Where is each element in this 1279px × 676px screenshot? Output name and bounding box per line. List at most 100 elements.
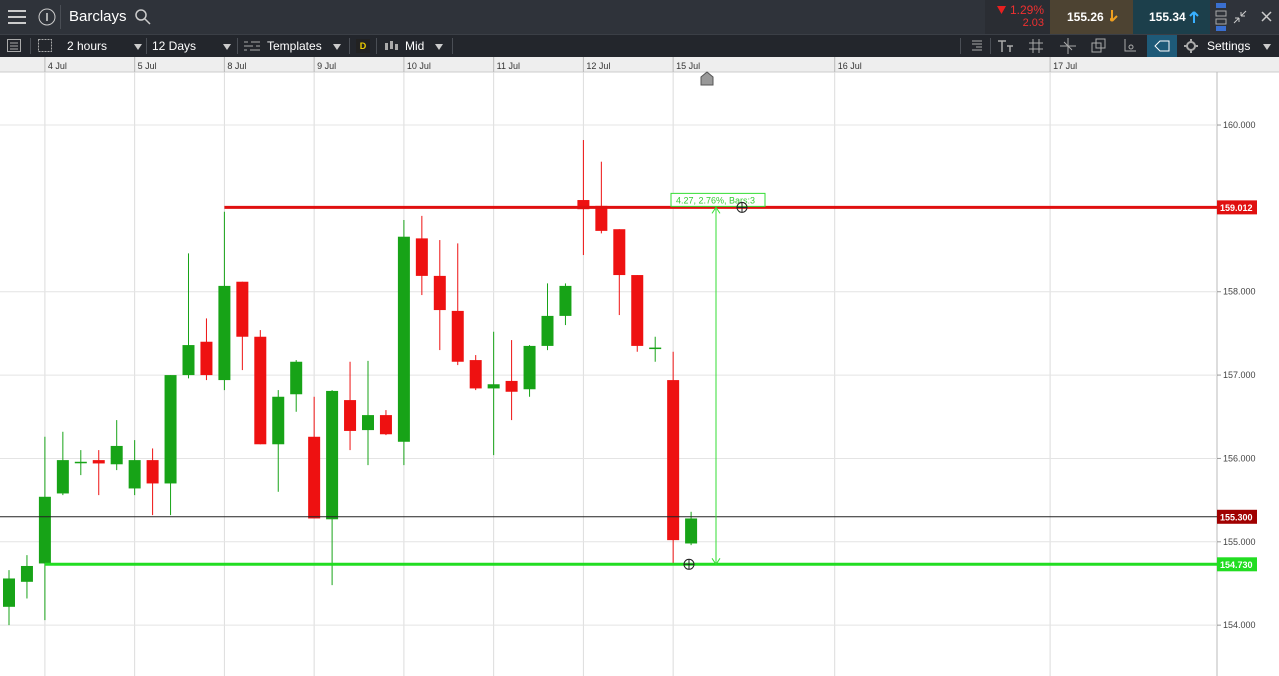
text-tool-icon[interactable] — [997, 39, 1015, 53]
candle-body — [487, 384, 500, 389]
candle-body — [362, 415, 374, 431]
x-tick-label: 9 Jul — [317, 61, 336, 71]
indicator-icon[interactable] — [1122, 38, 1138, 54]
candle-body — [667, 380, 680, 541]
candle-body — [451, 310, 464, 362]
x-tick-label: 8 Jul — [227, 61, 246, 71]
candle-body — [685, 518, 698, 544]
candle-body — [559, 285, 572, 316]
collapse-icon[interactable] — [1233, 10, 1247, 24]
candle-body — [326, 390, 339, 520]
sell-button[interactable]: 155.26 — [1050, 0, 1133, 34]
candle-body — [613, 229, 626, 276]
order-icon[interactable] — [1215, 2, 1227, 32]
templates-icon[interactable] — [244, 40, 260, 52]
candle-body — [308, 436, 321, 519]
x-tick-label: 12 Jul — [586, 61, 610, 71]
price-label-bg — [1217, 200, 1257, 215]
candle-body — [92, 460, 105, 464]
candle-body — [379, 415, 392, 435]
candle-body — [505, 380, 518, 392]
search-icon[interactable] — [135, 9, 151, 25]
candle-body — [541, 315, 554, 346]
time-axis-bg — [0, 57, 1279, 72]
candle-body — [254, 336, 267, 445]
candle-body — [523, 345, 536, 390]
x-tick-label: 5 Jul — [138, 61, 157, 71]
candle-body — [74, 461, 87, 464]
crosshair-icon[interactable] — [1060, 38, 1076, 54]
close-icon[interactable] — [1261, 11, 1272, 22]
candle-body — [56, 460, 69, 494]
grid-icon[interactable] — [1029, 39, 1043, 53]
x-tick-label: 4 Jul — [48, 61, 67, 71]
list-icon[interactable] — [7, 39, 21, 52]
chart-toolbar: 2 hours 12 Days Templates D Mid Settings — [0, 34, 1279, 57]
y-tick-label: 160.000 — [1223, 120, 1256, 130]
y-tick-label: 158.000 — [1223, 287, 1256, 297]
candle-body — [577, 200, 590, 210]
tag-button[interactable] — [1147, 35, 1177, 57]
price-label: 159.012 — [1220, 203, 1253, 213]
sell-price[interactable]: 155.26 — [1067, 10, 1104, 24]
info-icon[interactable] — [38, 8, 56, 26]
top-bar: Barclays 1.29% 2.03 155.26 155.34 — [0, 0, 1279, 34]
price-label: 155.300 — [1220, 512, 1253, 522]
menu-icon[interactable] — [8, 9, 26, 25]
candle-body — [182, 345, 195, 376]
candle-body — [415, 238, 428, 276]
candle-body — [200, 341, 213, 376]
candle-body — [146, 460, 159, 484]
candle-body — [631, 275, 644, 346]
templates-select[interactable]: Templates — [267, 39, 322, 53]
y-tick-label: 156.000 — [1223, 453, 1256, 463]
price-label: 154.730 — [1220, 560, 1253, 570]
candle-body — [272, 396, 285, 445]
candle-body — [236, 281, 249, 337]
candle-body — [397, 236, 410, 442]
candle-body — [344, 400, 357, 431]
tool-icon[interactable] — [970, 39, 984, 53]
plot: 4 Jul 5 Jul 8 Jul 9 Jul 10 Jul 11 Jul 12 Jul 15… — [0, 57, 1257, 676]
candles-icon[interactable] — [384, 39, 398, 53]
change-pct: 1.29% — [1009, 3, 1044, 17]
x-tick-label: 10 Jul — [407, 61, 431, 71]
candle-body — [469, 360, 482, 389]
settings-icon[interactable] — [1184, 39, 1198, 53]
anchor-cross — [684, 559, 694, 570]
x-tick-label: 17 Jul — [1053, 61, 1077, 71]
change: 2.03 — [1022, 17, 1044, 29]
candle-body — [110, 445, 123, 465]
x-tick-label: 15 Jul — [676, 61, 700, 71]
interval-select[interactable]: 2 hours — [67, 39, 108, 53]
candle-body — [164, 375, 177, 484]
price-label-bg — [1217, 557, 1257, 572]
anchor-cross — [737, 202, 747, 213]
x-tick-label: 11 Jul — [497, 61, 520, 71]
buy-button[interactable]: 155.34 — [1133, 0, 1210, 34]
candle-body — [38, 496, 51, 564]
range-select[interactable]: 12 Days — [152, 39, 197, 53]
instrument-name[interactable]: Barclays — [69, 8, 127, 25]
settings-menu[interactable]: Settings — [1207, 39, 1251, 53]
candle-body — [3, 578, 15, 607]
price-type-select[interactable]: Mid — [405, 39, 425, 53]
candle-body — [595, 205, 608, 231]
price-label-bg — [1217, 509, 1257, 524]
measure-arrow — [711, 206, 721, 566]
layout-icon[interactable] — [38, 39, 52, 52]
y-tick-label: 157.000 — [1223, 370, 1256, 380]
candle-body — [128, 460, 141, 489]
buy-price[interactable]: 155.34 — [1149, 10, 1186, 24]
y-tick-label: 154.000 — [1223, 620, 1256, 630]
x-tick-label: 16 Jul — [838, 61, 862, 71]
candle-body — [649, 347, 662, 350]
measure-label: 4.27, 2.76%, Bars:3 — [676, 195, 755, 205]
marker — [700, 71, 714, 86]
candle-body — [290, 361, 303, 395]
compare-icon[interactable] — [1091, 38, 1107, 54]
change-box: 1.29% 2.03 — [985, 0, 1050, 34]
price-badge: D — [356, 39, 370, 53]
